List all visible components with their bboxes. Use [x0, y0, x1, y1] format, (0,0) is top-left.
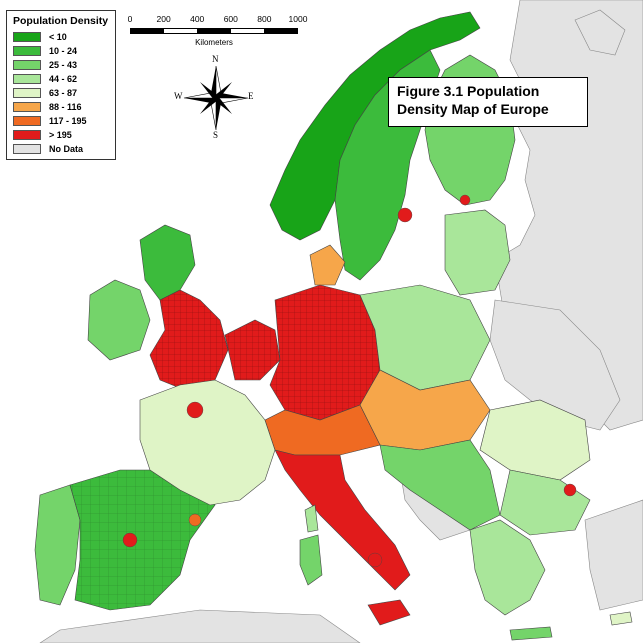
france	[139, 379, 276, 506]
cyprus	[609, 611, 633, 626]
map-legend: Population Density < 10 10 - 24 25 - 43 44 …	[6, 10, 116, 160]
scale-tick-label: 200	[156, 14, 171, 24]
legend-item: < 10	[13, 30, 109, 44]
sicily	[367, 599, 411, 626]
denmark	[309, 244, 346, 286]
legend-item: 117 - 195	[13, 114, 109, 128]
bulgaria	[499, 469, 591, 536]
portugal	[34, 484, 81, 606]
turkey-no-data	[584, 499, 643, 611]
madrid-dense-area	[122, 532, 138, 548]
compass-west: W	[174, 91, 183, 101]
scale-tick-label: 1000	[288, 14, 308, 24]
norway	[269, 11, 481, 241]
legend-swatch	[13, 130, 41, 140]
legend-label: 117 - 195	[49, 116, 87, 126]
former-yugoslavia	[379, 439, 501, 531]
barcelona-dense-area	[188, 513, 202, 527]
legend-swatch	[13, 46, 41, 56]
compass-east: E	[248, 91, 254, 101]
svalbard-iceland-no-data	[574, 9, 626, 56]
legend-item: 63 - 87	[13, 86, 109, 100]
scotland	[139, 224, 196, 301]
scale-tick-label: 0	[127, 14, 133, 24]
crete	[509, 626, 553, 641]
legend-item: > 195	[13, 128, 109, 142]
sardinia	[299, 534, 323, 586]
legend-swatch	[13, 144, 41, 154]
baltic-states	[444, 209, 511, 296]
legend-items: < 10 10 - 24 25 - 43 44 - 62 63 - 87 88 - 116…	[13, 30, 109, 156]
legend-swatch	[13, 74, 41, 84]
legend-label: 88 - 116	[49, 102, 82, 112]
legend-swatch	[13, 116, 41, 126]
legend-label: 44 - 62	[49, 74, 78, 84]
compass-rose-icon	[183, 65, 249, 131]
legend-item: 10 - 24	[13, 44, 109, 58]
compass-north: N	[212, 54, 219, 64]
legend-label: 10 - 24	[49, 46, 78, 56]
scale-unit-label: Kilometers	[195, 38, 233, 47]
legend-swatch	[13, 32, 41, 42]
legend-label: > 195	[49, 130, 72, 140]
greece	[469, 519, 546, 616]
romania	[479, 399, 591, 481]
paris-dense-area	[186, 401, 204, 419]
legend-title: Population Density	[13, 15, 109, 27]
figure-title: Figure 3.1 Population Density Map of Eur…	[388, 77, 588, 127]
legend-label: 63 - 87	[49, 88, 78, 98]
north-africa-no-data	[39, 609, 361, 643]
north-arrow: N S E W	[174, 54, 256, 140]
compass-south: S	[213, 130, 219, 140]
legend-item: No Data	[13, 142, 109, 156]
bucharest-dense-area	[563, 483, 577, 497]
legend-swatch	[13, 102, 41, 112]
legend-swatch	[13, 60, 41, 70]
scale-tick-label: 600	[223, 14, 238, 24]
legend-item: 25 - 43	[13, 58, 109, 72]
legend-label: No Data	[49, 144, 84, 154]
scale-tick-label: 800	[257, 14, 272, 24]
scale-tick-label: 400	[190, 14, 205, 24]
legend-item: 44 - 62	[13, 72, 109, 86]
legend-label: < 10	[49, 32, 67, 42]
benelux	[224, 319, 281, 381]
scale-bar: 0 200 400 600 800 1000 Kilometers	[126, 14, 308, 58]
helsinki-dense-area	[459, 194, 471, 206]
ireland	[87, 279, 151, 361]
scale-bar-strip	[130, 28, 298, 34]
copenhagen-dense-area	[397, 207, 413, 223]
legend-swatch	[13, 88, 41, 98]
legend-item: 88 - 116	[13, 100, 109, 114]
legend-label: 25 - 43	[49, 60, 78, 70]
corsica	[304, 504, 319, 533]
naples-dense-area	[367, 552, 383, 568]
england-wales	[149, 289, 229, 391]
